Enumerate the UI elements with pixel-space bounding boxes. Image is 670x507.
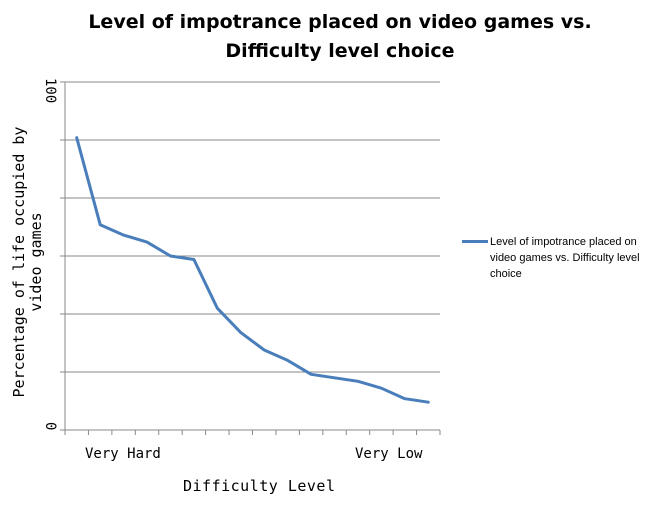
chart-title: Level of impotrance placed on video game… [88, 11, 592, 62]
x-tick-label-very-hard: Very Hard [85, 446, 161, 462]
legend-label: Level of impotrance placed on video game… [490, 236, 640, 280]
gridlines [65, 81, 440, 373]
y-tick-label-max: 100 [42, 78, 58, 104]
data-points [76, 137, 429, 403]
legend-swatch [462, 240, 488, 243]
y-axis-title: Percentage of life occupied by video gam… [10, 126, 45, 398]
x-tick-label-very-low: Very Low [355, 446, 423, 462]
y-tick-label-min: 0 [42, 422, 58, 431]
x-axis-title: Difficulty Level [183, 477, 336, 495]
series-line [75, 136, 430, 404]
axis-ticks [60, 81, 441, 435]
